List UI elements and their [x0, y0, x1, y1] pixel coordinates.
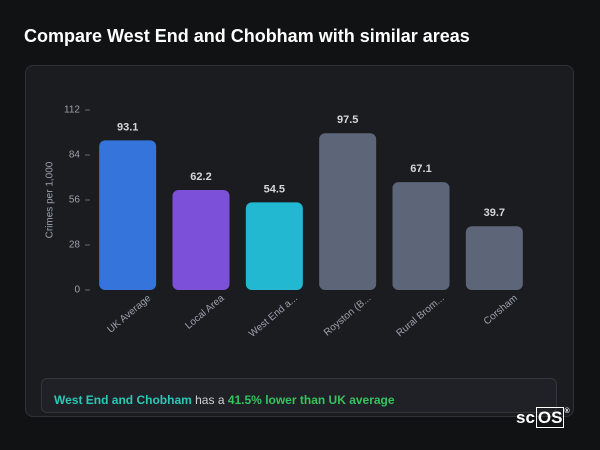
y-tick-label: 84	[69, 150, 81, 161]
y-tick-label: 112	[64, 105, 80, 116]
value-label: 97.5	[337, 114, 358, 126]
summary-text: has a	[191, 393, 228, 407]
value-label: 67.1	[410, 163, 431, 175]
bar	[392, 182, 450, 290]
summary-area: West End and Chobham	[54, 393, 192, 407]
bar	[245, 202, 303, 290]
page-title: Compare West End and Chobham with simila…	[24, 26, 470, 46]
x-tick-label: West End a...	[247, 293, 300, 340]
bar	[319, 133, 377, 290]
summary-comparison: 41.5% lower than UK average	[227, 393, 395, 407]
x-tick-label: Royston (B...	[322, 293, 373, 339]
value-label: 54.5	[264, 183, 285, 195]
y-tick-label: 0	[74, 285, 80, 296]
logo: sc OS ®	[516, 407, 570, 428]
value-label: 62.2	[190, 171, 211, 183]
x-tick-label: Local Area	[183, 293, 227, 332]
summary: West End and Chobham has a 41.5% lower t…	[41, 378, 557, 413]
value-label: 93.1	[117, 121, 138, 133]
x-tick-label: UK Average	[105, 293, 153, 336]
bar	[99, 140, 157, 290]
logo-mark: ®	[564, 408, 570, 415]
logo-suffix: OS	[535, 407, 565, 428]
y-tick-label: 56	[69, 195, 81, 206]
logo-prefix: sc	[516, 408, 535, 427]
y-tick-label: 28	[69, 240, 81, 251]
x-tick-label: Corsham	[482, 293, 520, 328]
bar	[172, 190, 230, 290]
bar	[465, 226, 523, 290]
value-label: 39.7	[484, 207, 505, 219]
y-axis-label: Crimes per 1,000	[45, 161, 56, 238]
x-tick-label: Rural Brom...	[394, 293, 446, 339]
